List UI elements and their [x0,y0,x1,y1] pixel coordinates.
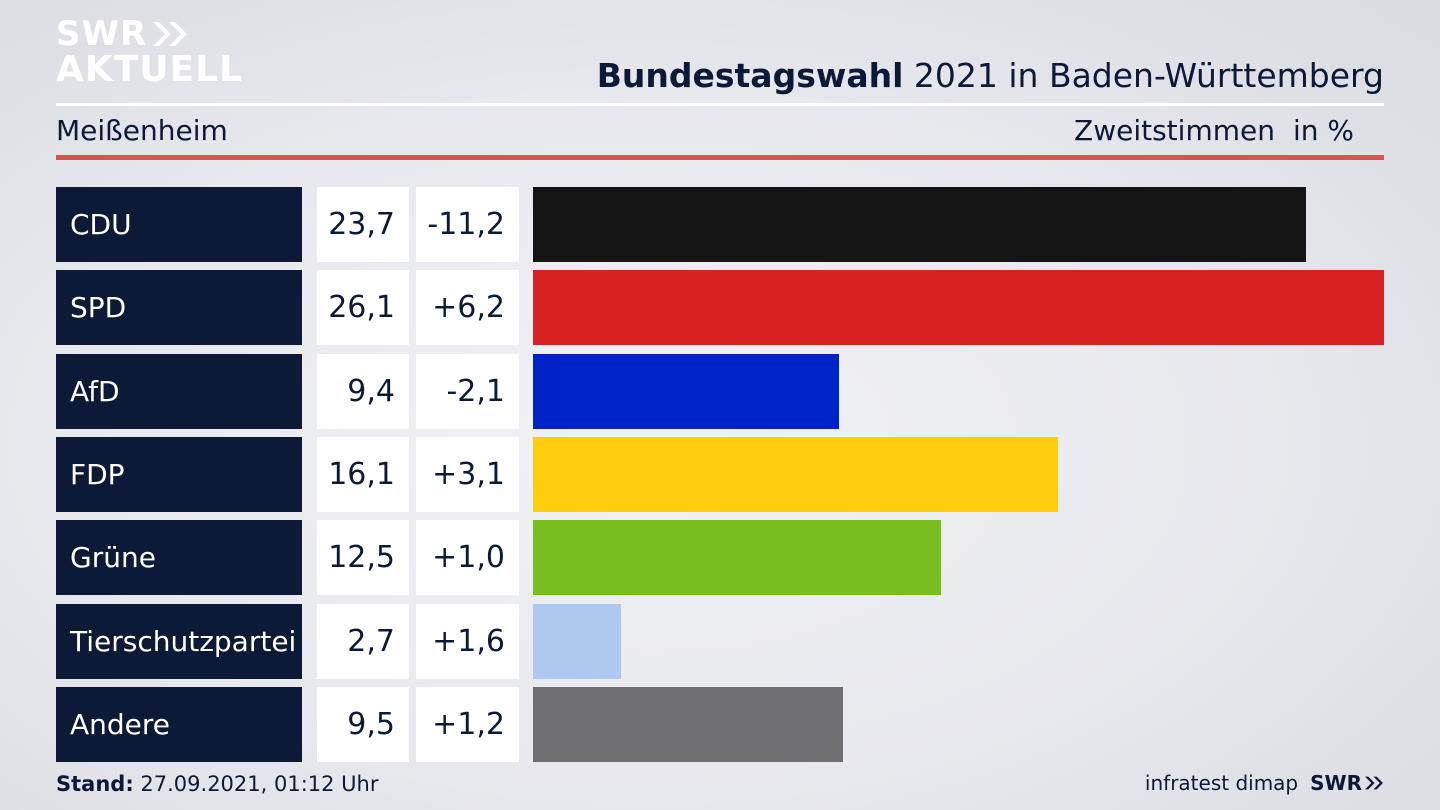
chart-row: FDP 16,1 +3,1 [56,437,1384,512]
bar [533,687,843,762]
party-label: CDU [56,187,302,262]
value-label: 9,5 [317,687,409,762]
swr-brand: SWR [1310,771,1384,795]
change-label: +3,1 [416,437,519,512]
value-label: 9,4 [317,354,409,429]
header-divider [56,103,1384,106]
stand-value: 27.09.2021, 01:12 Uhr [133,772,379,796]
chart-row: AfD 9,4 -2,1 [56,354,1384,429]
change-label: -11,2 [416,187,519,262]
chart-row: Tierschutzpartei 2,7 +1,6 [56,604,1384,679]
unit-label: in % [1292,114,1354,147]
logo-line1: SWR [56,14,148,54]
value-label: 16,1 [317,437,409,512]
party-label: FDP [56,437,302,512]
title-rest: 2021 in Baden-Württemberg [903,56,1384,95]
measure-label: Zweitstimmen in % [1074,114,1354,147]
title-bold: Bundestagswahl [596,56,904,95]
change-label: +1,6 [416,604,519,679]
bar [533,604,621,679]
brand-label: SWR [1310,771,1362,795]
source-credit: infratest dimap SWR [1145,771,1384,795]
party-label: Andere [56,687,302,762]
change-label: +1,2 [416,687,519,762]
bar [533,354,839,429]
bar [533,187,1306,262]
stand-footer: Stand: 27.09.2021, 01:12 Uhr [56,772,379,796]
chart-row: SPD 26,1 +6,2 [56,270,1384,345]
chart-title: Bundestagswahl 2021 in Baden-Württemberg [597,56,1384,95]
logo-line2: AKTUELL [56,49,244,90]
party-label: Tierschutzpartei [56,604,302,679]
party-label: SPD [56,270,302,345]
chevrons-icon [153,22,188,46]
accent-divider [56,155,1384,160]
value-label: 12,5 [317,520,409,595]
change-label: +6,2 [416,270,519,345]
value-label: 23,7 [317,187,409,262]
bar [533,520,941,595]
bar [533,437,1058,512]
chart-row: Grüne 12,5 +1,0 [56,520,1384,595]
source-label: infratest dimap [1144,771,1299,795]
chevrons-small-icon [1365,776,1383,790]
chart-row: Andere 9,5 +1,2 [56,687,1384,762]
value-label: 26,1 [317,270,409,345]
change-label: +1,0 [416,520,519,595]
swr-aktuell-logo: SWR AKTUELL [56,16,243,88]
chart-row: CDU 23,7 -11,2 [56,187,1384,262]
bar [533,270,1384,345]
value-label: 2,7 [317,604,409,679]
location-label: Meißenheim [56,114,228,147]
change-label: -2,1 [416,354,519,429]
stand-label: Stand: [56,772,134,796]
party-label: AfD [56,354,302,429]
measure-name: Zweitstimmen [1074,114,1275,147]
party-label: Grüne [56,520,302,595]
